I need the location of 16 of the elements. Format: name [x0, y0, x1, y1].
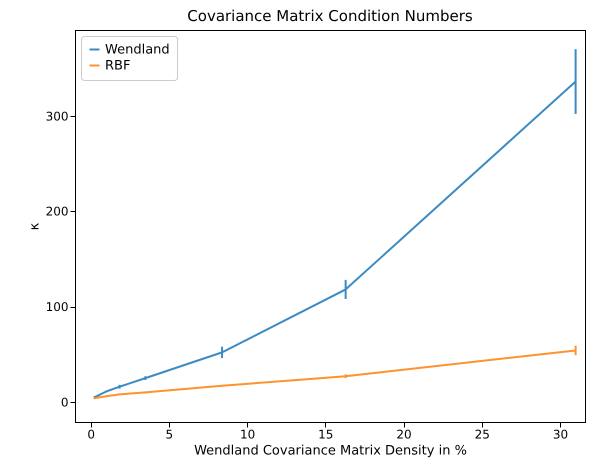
y-axis-title: κ — [28, 222, 43, 230]
x-tick-label: 15 — [318, 428, 334, 442]
x-tick-label: 20 — [396, 428, 412, 442]
legend-label: RBF — [105, 58, 130, 74]
x-axis-title: Wendland Covariance Matrix Density in % — [194, 444, 467, 458]
y-tick-label: 100 — [46, 300, 68, 314]
x-tick-label: 25 — [474, 428, 490, 442]
y-tick-label: 0 — [60, 395, 68, 410]
legend-label: Wendland — [105, 42, 170, 58]
x-tick-label: 5 — [166, 428, 174, 442]
y-tick-label: 300 — [46, 109, 68, 124]
x-tick-label: 30 — [552, 428, 568, 442]
chart-title: Covariance Matrix Condition Numbers — [187, 7, 473, 25]
y-tick-label: 200 — [46, 204, 68, 219]
x-tick-label: 0 — [87, 428, 95, 442]
x-tick-label: 10 — [240, 428, 256, 442]
